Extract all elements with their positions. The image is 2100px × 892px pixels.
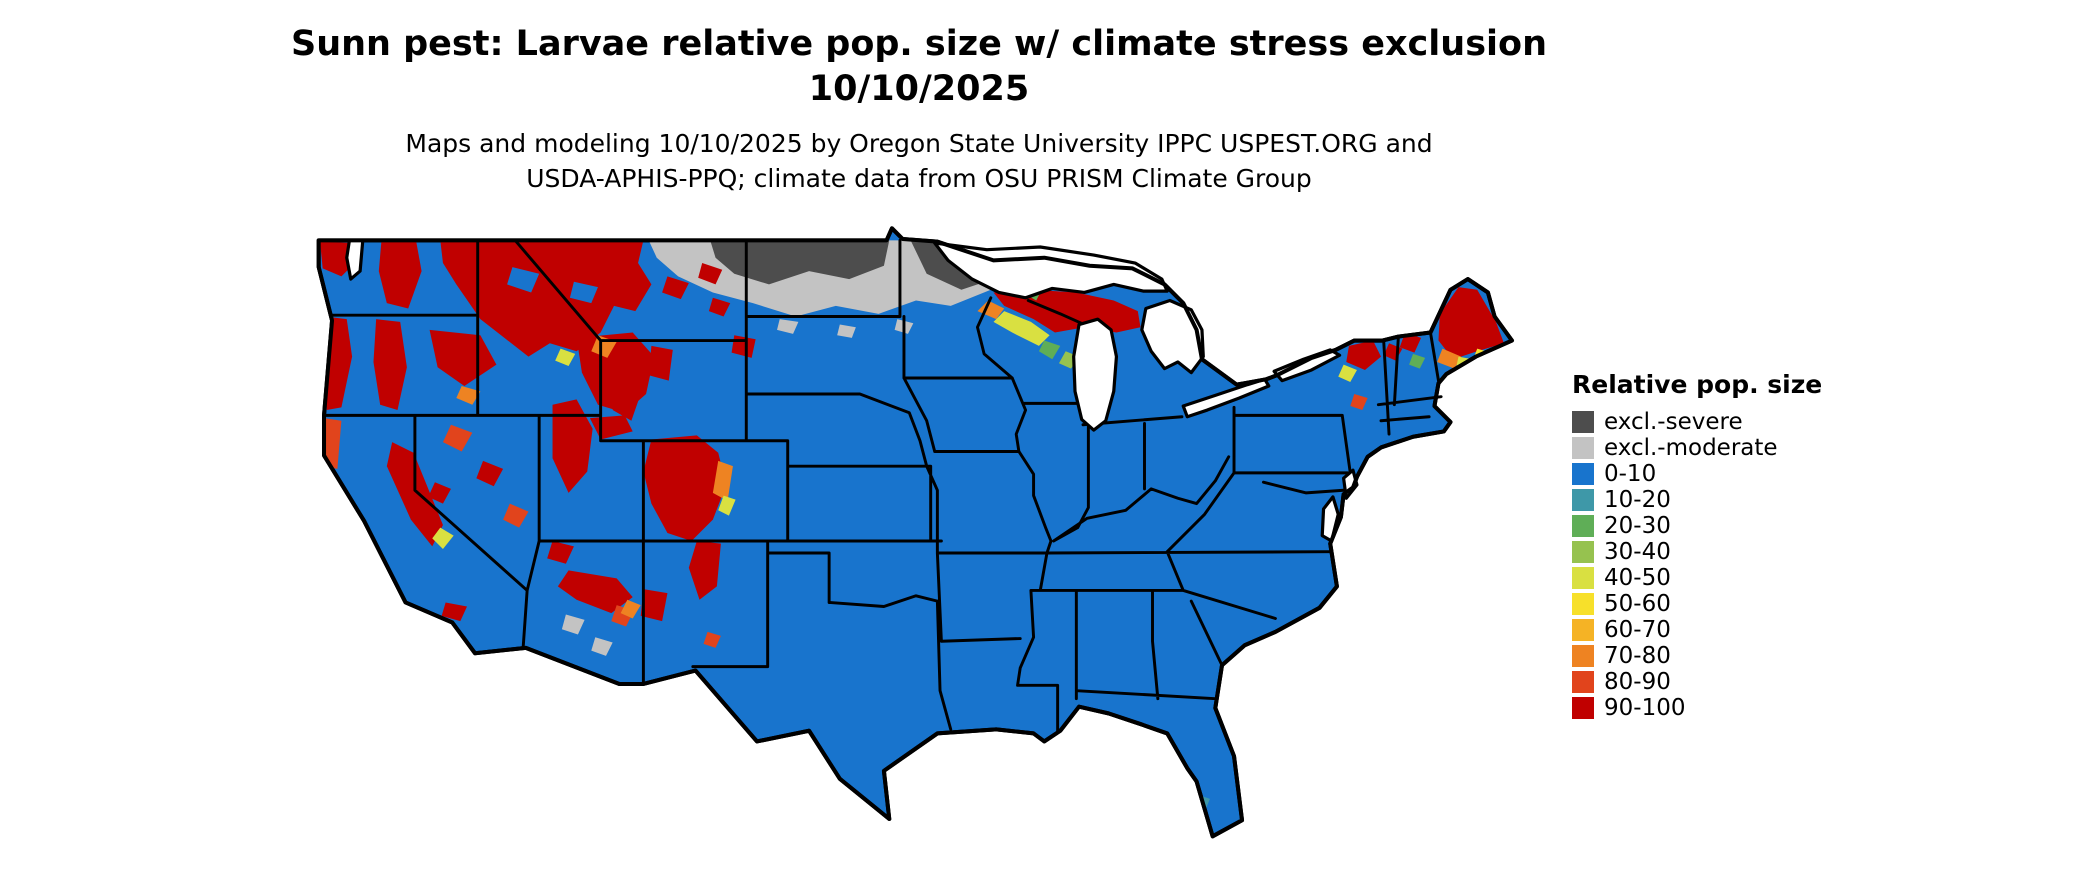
legend-label: 40-50 [1604, 565, 1671, 591]
legend-row: 20-30 [1572, 513, 1822, 539]
title-line-1: Sunn pest: Larvae relative pop. size w/ … [290, 24, 1548, 64]
title-line-2: 10/10/2025 [808, 69, 1030, 109]
legend-label: 10-20 [1604, 487, 1671, 513]
us-map-svg [316, 226, 1514, 839]
legend-label: 20-30 [1604, 513, 1671, 539]
legend: Relative pop. size excl.-severe excl.-mo… [1572, 370, 1822, 721]
legend-row: excl.-moderate [1572, 435, 1822, 461]
us-map [312, 206, 1528, 876]
legend-row: excl.-severe [1572, 409, 1822, 435]
legend-label: excl.-moderate [1604, 435, 1778, 461]
legend-title: Relative pop. size [1572, 370, 1823, 399]
legend-label: 60-70 [1604, 617, 1671, 643]
legend-label: 70-80 [1604, 643, 1671, 669]
subtitle-line-2: USDA-APHIS-PPQ; climate data from OSU PR… [526, 164, 1312, 193]
map-subtitle: Maps and modeling 10/10/2025 by Oregon S… [0, 126, 1838, 196]
legend-row: 60-70 [1572, 617, 1822, 643]
legend-row: 0-10 [1572, 461, 1822, 487]
legend-swatch [1572, 463, 1594, 485]
legend-label: 50-60 [1604, 591, 1671, 617]
legend-swatch [1572, 619, 1594, 641]
legend-row: 50-60 [1572, 591, 1822, 617]
legend-swatch [1572, 411, 1594, 433]
lake-michigan [1072, 317, 1119, 432]
legend-label: 0-10 [1604, 461, 1657, 487]
legend-swatch [1572, 697, 1594, 719]
legend-swatch [1572, 489, 1594, 511]
legend-row: 80-90 [1572, 669, 1822, 695]
hotspots-90-100 [320, 240, 1504, 622]
legend-row: 10-20 [1572, 487, 1822, 513]
lake-superior [933, 241, 1169, 300]
legend-row: 70-80 [1572, 643, 1822, 669]
hotspots-80-90 [324, 335, 1368, 648]
map-title: Sunn pest: Larvae relative pop. size w/ … [0, 22, 1838, 112]
legend-swatch [1572, 671, 1594, 693]
state-boundaries [322, 238, 1443, 733]
great-lakes [345, 238, 1359, 543]
us-outline [316, 226, 1514, 839]
hotspots-70-80 [456, 300, 1462, 619]
subtitle-line-1: Maps and modeling 10/10/2025 by Oregon S… [405, 129, 1433, 158]
legend-label: 80-90 [1604, 669, 1671, 695]
lake-erie [1181, 377, 1271, 419]
low-population-gaps [507, 267, 598, 304]
legend-label: 90-100 [1604, 695, 1686, 721]
legend-row: 30-40 [1572, 539, 1822, 565]
legend-label: 30-40 [1604, 539, 1671, 565]
legend-swatch [1572, 567, 1594, 589]
legend-row: 40-50 [1572, 565, 1822, 591]
population-raster-patches [320, 240, 1504, 818]
legend-swatch [1572, 541, 1594, 563]
legend-swatch [1572, 515, 1594, 537]
legend-label: excl.-severe [1604, 409, 1743, 435]
legend-swatch [1572, 593, 1594, 615]
legend-swatch [1572, 437, 1594, 459]
legend-row: 90-100 [1572, 695, 1822, 721]
lake-ontario [1272, 348, 1342, 383]
legend-swatch [1572, 645, 1594, 667]
